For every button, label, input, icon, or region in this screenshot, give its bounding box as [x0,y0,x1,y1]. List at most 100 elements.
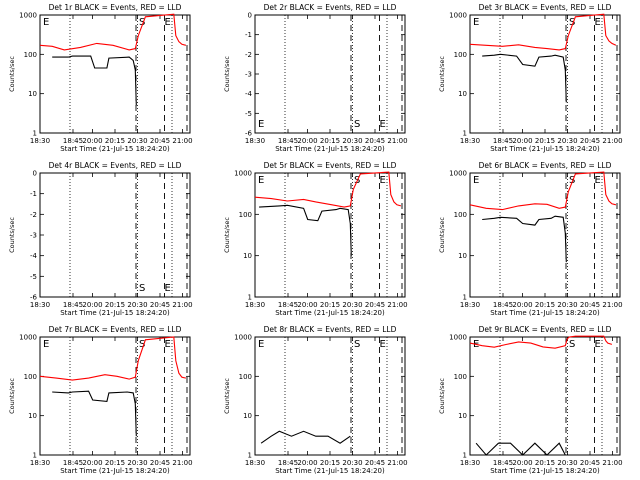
x-tick-label: 21:00 [602,137,622,145]
y-tick-label: -2 [245,51,252,59]
x-tick-label: 20:00 [297,137,317,145]
annotation-e: E [595,175,601,186]
events-series-line [259,204,352,256]
y-tick-label: 1000 [449,170,467,178]
plot-frame [39,336,191,456]
y-tick-label: 100 [454,51,467,59]
x-tick-label: 18:45 [63,459,83,467]
x-tick-label: 20:30 [557,459,577,467]
events-series-line [52,390,137,437]
annotation-e: E [473,175,479,186]
y-tick-label: -1 [30,190,37,198]
y-axis-label: Counts/sec [8,378,16,414]
x-tick-label: 20:45 [580,137,600,145]
annotation-s: S [569,17,575,28]
annotation-s: S [354,119,360,130]
x-tick-label: 18:45 [493,137,513,145]
y-tick-label: 1 [463,130,467,138]
panel-title: Det 9r BLACK = Events, RED = LLD [479,325,612,334]
y-axis-label: Counts/sec [438,56,446,92]
y-tick-label: 10 [458,252,467,260]
events-series-line [260,430,351,444]
x-tick-label: 20:15 [535,137,555,145]
x-tick-label: 18:30 [460,137,480,145]
x-tick-label: 20:15 [105,459,125,467]
x-tick-label: 20:00 [82,459,102,467]
panel-title: Det 8r BLACK = Events, RED = LLD [264,325,397,334]
x-tick-label: 20:30 [127,301,147,309]
annotation-e: E [595,17,601,28]
x-tick-label: 20:15 [535,301,555,309]
events-series-line [482,53,567,103]
panel-title: Det 6r BLACK = Events, RED = LLD [479,161,612,170]
y-tick-label: 10 [28,412,37,420]
y-tick-label: -1 [245,31,252,39]
x-tick-label: 18:30 [30,459,50,467]
x-tick-label: 20:00 [82,301,102,309]
y-tick-label: 1 [248,294,252,302]
x-tick-label: 20:30 [342,137,362,145]
y-tick-label: -4 [30,252,38,260]
panel-title: Det 7r BLACK = Events, RED = LLD [49,325,182,334]
annotation-e: E [258,339,264,350]
panel-title: Det 4r BLACK = Events, RED = LLD [49,161,182,170]
x-tick-label: 20:15 [320,301,340,309]
y-tick-label: 0 [33,170,37,178]
x-tick-label: 18:45 [278,301,298,309]
panel-title: Det 1r BLACK = Events, RED = LLD [49,3,182,12]
x-tick-label: 18:30 [245,137,265,145]
y-axis-label: Counts/sec [438,217,446,253]
annotation-e: E [258,175,264,186]
x-tick-label: 18:45 [493,459,513,467]
x-axis-label: Start Time (21-Jul-15 18:24:20) [275,467,385,475]
x-tick-label: 20:30 [342,459,362,467]
y-tick-label: 1000 [449,12,467,20]
x-tick-label: 21:00 [602,301,622,309]
y-tick-label: -3 [30,232,37,240]
x-tick-label: 18:45 [63,301,83,309]
y-tick-label: 10 [458,90,467,98]
detector-panel-2: Det 2r BLACK = Events, RED = LLD -6 -5 -4 -3… [223,3,408,153]
x-tick-label: 20:00 [297,301,317,309]
x-tick-label: 21:00 [387,301,407,309]
y-tick-label: 100 [24,373,37,381]
annotation-e: E [380,339,386,350]
x-tick-label: 20:15 [320,459,340,467]
x-tick-label: 20:45 [150,301,170,309]
annotation-e: E [43,17,49,28]
x-axis-label: Start Time (21-Jul-15 18:24:20) [275,309,385,317]
detector-panel-8: Det 8r BLACK = Events, RED = LLD 1 10 100 10… [223,325,408,475]
x-tick-label: 20:00 [82,137,102,145]
events-series-line [482,215,567,263]
x-tick-label: 18:45 [493,301,513,309]
annotation-e: E [165,339,171,350]
lld-series-line [469,335,613,349]
plot-frame [254,14,406,134]
x-tick-label: 21:00 [172,137,192,145]
x-tick-label: 20:30 [127,137,147,145]
annotation-e: E [258,119,264,130]
x-tick-label: 20:45 [580,459,600,467]
y-tick-label: -2 [30,211,37,219]
y-tick-label: 1 [248,452,252,460]
y-tick-label: 10 [458,412,467,420]
y-tick-label: -3 [245,71,252,79]
y-tick-label: 100 [454,373,467,381]
y-axis-label: Counts/sec [223,56,231,92]
plot-frame [469,336,621,456]
panel-title: Det 3r BLACK = Events, RED = LLD [479,3,612,12]
y-tick-label: 1 [33,130,37,138]
y-tick-label: 1 [463,294,467,302]
annotation-s: S [139,283,145,294]
annotation-e: E [595,339,601,350]
annotation-e: E [380,175,386,186]
plot-frame [254,172,406,298]
y-tick-label: -6 [30,294,38,302]
y-axis-label: Counts/sec [438,378,446,414]
x-tick-label: 20:15 [535,459,555,467]
x-tick-label: 18:45 [278,459,298,467]
x-tick-label: 18:30 [460,459,480,467]
x-tick-label: 20:00 [512,137,532,145]
y-tick-label: 100 [239,211,252,219]
y-tick-label: 100 [454,211,467,219]
